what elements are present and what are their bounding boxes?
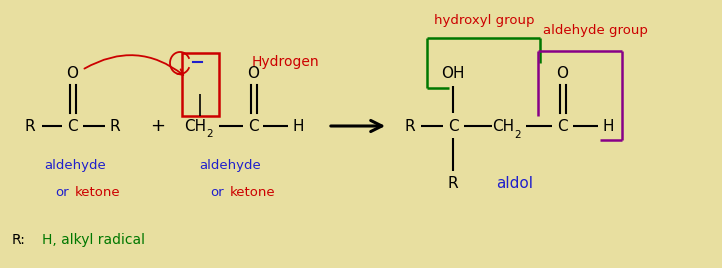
- Text: aldehyde: aldehyde: [44, 159, 106, 173]
- Text: R: R: [110, 118, 121, 133]
- Text: R:: R:: [12, 233, 26, 247]
- Text: 2: 2: [206, 129, 213, 139]
- Text: C: C: [448, 118, 458, 133]
- Text: aldehyde: aldehyde: [199, 159, 261, 173]
- Text: C: C: [557, 118, 567, 133]
- Text: ketone: ketone: [75, 185, 121, 199]
- Bar: [182, 53, 219, 116]
- Text: ketone: ketone: [230, 185, 276, 199]
- Text: R: R: [448, 176, 458, 191]
- Text: O: O: [556, 65, 568, 80]
- Text: +: +: [150, 117, 165, 135]
- Text: CH: CH: [492, 118, 514, 133]
- Text: Hydrogen: Hydrogen: [252, 55, 320, 69]
- Text: O: O: [66, 65, 78, 80]
- Text: C: C: [248, 118, 258, 133]
- Text: or: or: [55, 185, 69, 199]
- Text: OH: OH: [441, 65, 465, 80]
- Text: or: or: [210, 185, 224, 199]
- Text: H: H: [292, 118, 304, 133]
- Text: aldol: aldol: [497, 176, 534, 191]
- Text: R: R: [25, 118, 35, 133]
- Text: aldehyde group: aldehyde group: [543, 24, 648, 36]
- Text: R: R: [405, 118, 415, 133]
- Text: H, alkyl radical: H, alkyl radical: [42, 233, 145, 247]
- Text: 2: 2: [515, 130, 521, 140]
- Text: O: O: [247, 65, 259, 80]
- Text: C: C: [66, 118, 77, 133]
- Text: H: H: [602, 118, 614, 133]
- Text: hydroxyl group: hydroxyl group: [434, 13, 534, 27]
- Text: CH: CH: [184, 118, 206, 133]
